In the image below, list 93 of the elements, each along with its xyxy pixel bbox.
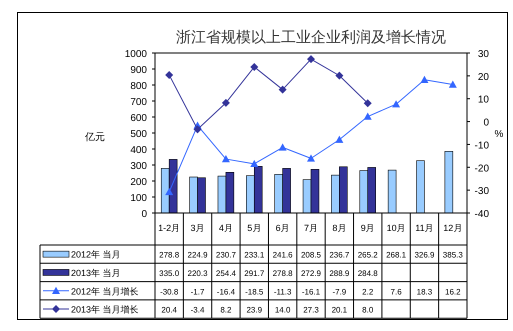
y-tick-label: 100 [130,193,148,204]
point [222,98,230,107]
y-tick-label: 300 [130,161,148,172]
data-label: -16.4 [216,287,236,296]
data-label: 291.7 [244,268,265,278]
data-label: 278.8 [272,268,294,278]
chart-title: 浙江省规模以上工业企业利润及增长情况 [176,29,446,46]
point [278,143,287,151]
data-label: -11.3 [274,287,292,296]
data-label: 326.9 [414,250,436,260]
x-tick-label: 1-2月 [158,223,180,233]
data-label: -18.5 [245,287,264,296]
point [364,99,372,108]
data-label: 18.3 [416,287,433,296]
data-label: -1.7 [190,287,205,296]
data-label: 385.3 [442,250,464,260]
y-tick-label: 500 [130,129,148,140]
data-label: 27.3 [303,306,320,315]
y-tick-label: 1000 [124,49,148,60]
data-label: 20.1 [332,306,348,315]
legend-label: 2012年 当月 [71,250,121,260]
point [392,100,400,108]
y-tick-label: 800 [130,81,148,92]
data-label: 272.9 [300,268,322,278]
y2-tick-label: 0 [483,118,490,129]
x-tick-label: 4月 [218,223,233,233]
data-label: 265.2 [358,250,378,260]
data-label: 268.1 [386,250,407,260]
point [307,55,315,64]
y-tick-label: 0 [141,209,148,220]
y-tick-label: 600 [130,113,148,124]
point [250,160,258,168]
x-tick-label: 6月 [276,223,290,233]
data-label: 254.4 [216,268,236,278]
data-label: 7.6 [390,287,402,296]
x-tick-label: 5月 [247,223,262,233]
point [335,136,344,143]
legend-label: 2013年 当月 [71,268,121,278]
point [335,72,344,80]
y2-tick-label: -30 [474,186,490,198]
data-label: 14.0 [274,306,291,315]
point [448,80,457,88]
y-tick-label: 400 [130,145,148,156]
data-label: 16.2 [445,287,462,296]
data-label: 335.0 [159,268,180,278]
point [307,154,315,162]
y2-tick-label: 20 [478,72,490,83]
point [165,188,174,196]
data-label: 233.1 [244,250,265,260]
x-tick-label: 12月 [443,223,462,233]
y2-tick-label: -40 [474,209,490,220]
data-label: 284.8 [358,268,378,278]
data-label: 241.6 [272,250,294,260]
data-label: 23.9 [246,306,263,315]
data-label: 20.4 [161,306,178,315]
y2-axis-title: % [494,129,504,140]
y2-tick-label: -20 [474,163,490,174]
data-label: -7.9 [332,287,347,296]
data-label: 224.9 [188,250,208,260]
data-label: 8.0 [362,306,374,315]
data-label: 220.3 [188,268,208,278]
data-label: 236.7 [329,250,350,260]
y2-tick-label: 10 [478,94,490,106]
data-label: 8.2 [220,306,232,315]
x-tick-label: 8月 [332,223,346,233]
legend-label: 2013年 当月增长 [71,304,139,315]
data-label: -16.1 [302,287,321,296]
x-tick-label: 3月 [190,223,205,233]
data-label: 208.5 [300,250,322,260]
x-tick-label: 10月 [386,223,406,233]
x-tick-label: 9月 [360,223,375,233]
point [194,125,202,134]
point [364,112,372,120]
point [165,70,174,79]
data-label: -3.4 [190,306,205,315]
data-label: 230.7 [216,250,236,260]
legend-label: 2012年 当月增长 [71,286,139,296]
x-tick-label: 11月 [415,223,434,233]
y-axis-title: 亿元 [84,132,105,143]
data-label: 278.8 [159,250,180,260]
point [222,155,230,162]
x-tick-label: 7月 [304,223,318,233]
data-label: -30.8 [160,287,179,296]
y-tick-label: 200 [130,177,148,188]
data-label: 2.2 [362,287,374,296]
data-label: 288.9 [329,268,350,278]
y2-tick-label: 30 [478,49,490,60]
y-tick-label: 900 [130,65,148,76]
point [250,62,258,71]
y-tick-label: 700 [130,97,148,108]
point [420,76,428,83]
point [278,86,287,94]
y2-tick-label: -10 [474,140,490,152]
